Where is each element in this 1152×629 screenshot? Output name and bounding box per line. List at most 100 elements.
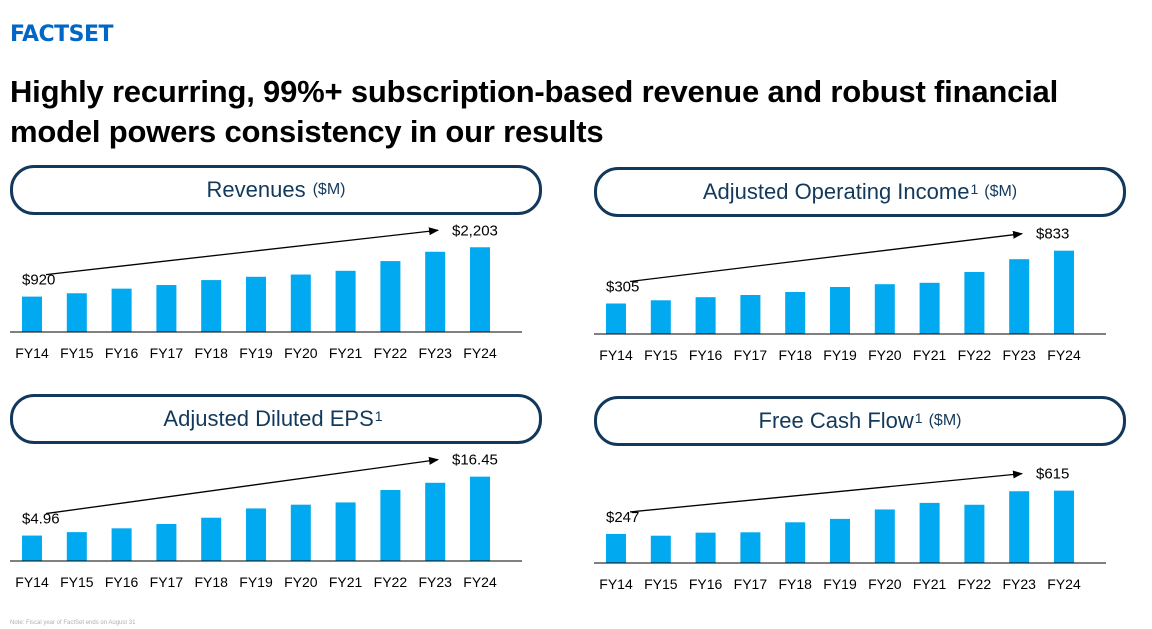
tick-label: FY14 <box>15 574 49 590</box>
tick-label: FY18 <box>194 574 228 590</box>
start-value-label: $920 <box>22 272 55 289</box>
bar-fy15 <box>650 535 671 563</box>
tick-label: FY21 <box>329 345 363 361</box>
revenues-chart: FY14 FY15 FY16 FY17 FY18 FY19 FY20 FY21 FY22 FY23… <box>10 222 522 361</box>
tick-label: FY23 <box>1002 347 1036 363</box>
bar-fy21 <box>919 502 940 563</box>
bar-fy16 <box>695 532 716 563</box>
tick-label: FY22 <box>374 345 408 361</box>
page-title: Highly recurring, 99%+ subscription-base… <box>10 74 1059 149</box>
footnote: Note: Fiscal year of FactSet ends on Aug… <box>10 620 136 626</box>
tick-label: FY22 <box>958 347 992 363</box>
bar-fy23 <box>1009 491 1030 563</box>
tick-label: FY22 <box>374 574 408 590</box>
bar-fy16 <box>111 528 132 561</box>
tick-label: FY17 <box>734 576 768 592</box>
free-cash-flow-chart: FY14 FY15 FY16 FY17 FY18 FY19 FY20 FY21 FY22 FY23… <box>594 466 1106 592</box>
eps-chart: FY14 FY15 FY16 FY17 FY18 FY19 FY20 FY21 FY22 FY23… <box>10 452 522 590</box>
tick-label: FY20 <box>284 345 318 361</box>
revenues-title: Revenues <box>206 177 306 202</box>
bar-fy19 <box>246 508 266 561</box>
bar-fy14 <box>606 303 626 334</box>
tick-label: FY16 <box>105 345 139 361</box>
bar-fy22 <box>964 504 985 563</box>
tick-label: FY19 <box>239 574 273 590</box>
bar-fy19 <box>830 287 850 334</box>
free-cash-flow-title: Free Cash Flow <box>758 408 914 433</box>
trend-arrow <box>45 227 439 276</box>
end-value-label: $2,203 <box>452 222 498 239</box>
tick-label: FY15 <box>644 576 678 592</box>
bar-fy23 <box>425 251 446 332</box>
end-value-label: $615 <box>1036 466 1069 483</box>
tick-label: FY14 <box>599 576 633 592</box>
operating-income-panel: Adjusted Operating Income 1 ($M) FY14 FY15 F… <box>594 167 1134 377</box>
start-value-label: $305 <box>606 279 639 296</box>
bar-fy18 <box>201 280 222 332</box>
tick-label: FY21 <box>913 347 947 363</box>
tick-label: FY21 <box>329 574 363 590</box>
bar-fy14 <box>606 533 626 563</box>
trend-arrow <box>629 470 1023 513</box>
bar-fy21 <box>335 270 356 332</box>
bar-fy17 <box>156 285 177 332</box>
tick-label: FY19 <box>823 576 857 592</box>
bar-fy24 <box>470 476 490 561</box>
free-cash-flow-pill: Free Cash Flow 1 ($M) <box>594 396 1126 446</box>
tick-label: FY23 <box>1002 576 1036 592</box>
bar-fy22 <box>380 261 401 332</box>
tick-label: FY16 <box>689 347 723 363</box>
revenues-panel: Revenues ($M) FY14 FY15 FY16 FY17 FY18 FY19 FY2… <box>10 165 550 375</box>
bar-fy17 <box>156 523 177 561</box>
eps-pill: Adjusted Diluted EPS 1 <box>10 394 542 444</box>
free-cash-flow-title-sup: 1 <box>914 410 923 426</box>
tick-label: FY22 <box>958 576 992 592</box>
start-value-label: $4.96 <box>22 511 60 528</box>
tick-label: FY23 <box>418 345 452 361</box>
bar-fy18 <box>785 292 806 334</box>
bar-fy21 <box>919 282 940 334</box>
bar-fy20 <box>290 504 311 561</box>
tick-label: FY17 <box>150 574 184 590</box>
tick-label: FY24 <box>463 574 497 590</box>
tick-label: FY23 <box>418 574 452 590</box>
tick-label: FY19 <box>823 347 857 363</box>
free-cash-flow-unit: ($M) <box>928 412 962 429</box>
bar-fy14 <box>22 535 42 561</box>
tick-label: FY20 <box>284 574 318 590</box>
operating-income-unit: ($M) <box>984 183 1018 200</box>
end-value-label: $16.45 <box>452 452 498 469</box>
tick-label: FY16 <box>105 574 139 590</box>
bar-fy16 <box>695 297 716 334</box>
bar-fy20 <box>874 509 895 563</box>
bar-fy17 <box>740 532 761 563</box>
trend-arrow <box>629 230 1023 283</box>
tick-label: FY14 <box>599 347 633 363</box>
bar-fy23 <box>1009 259 1030 334</box>
trend-arrow <box>45 456 439 515</box>
revenues-unit: ($M) <box>312 181 346 198</box>
tick-label: FY15 <box>60 345 94 361</box>
bar-fy20 <box>874 284 895 334</box>
bar-fy22 <box>380 489 401 561</box>
operating-income-chart: FY14 FY15 FY16 FY17 FY18 FY19 FY20 FY21 FY22 FY23… <box>594 226 1106 363</box>
bar-fy16 <box>111 288 132 332</box>
eps-panel: Adjusted Diluted EPS 1 FY14 FY15 FY16 FY17 FY… <box>10 394 550 604</box>
end-value-label: $833 <box>1036 226 1069 243</box>
tick-label: FY14 <box>15 345 49 361</box>
bar-fy14 <box>22 296 42 332</box>
bar-fy15 <box>66 532 87 561</box>
tick-label: FY18 <box>778 347 812 363</box>
tick-label: FY17 <box>150 345 184 361</box>
tick-label: FY20 <box>868 347 902 363</box>
tick-label: FY18 <box>778 576 812 592</box>
bar-fy24 <box>1054 490 1074 563</box>
bar-fy23 <box>425 482 446 561</box>
tick-label: FY15 <box>644 347 678 363</box>
start-value-label: $247 <box>606 509 639 526</box>
tick-label: FY17 <box>734 347 768 363</box>
bar-fy19 <box>246 276 266 332</box>
bar-fy17 <box>740 295 761 334</box>
eps-title: Adjusted Diluted EPS <box>163 406 374 431</box>
tick-label: FY19 <box>239 345 273 361</box>
